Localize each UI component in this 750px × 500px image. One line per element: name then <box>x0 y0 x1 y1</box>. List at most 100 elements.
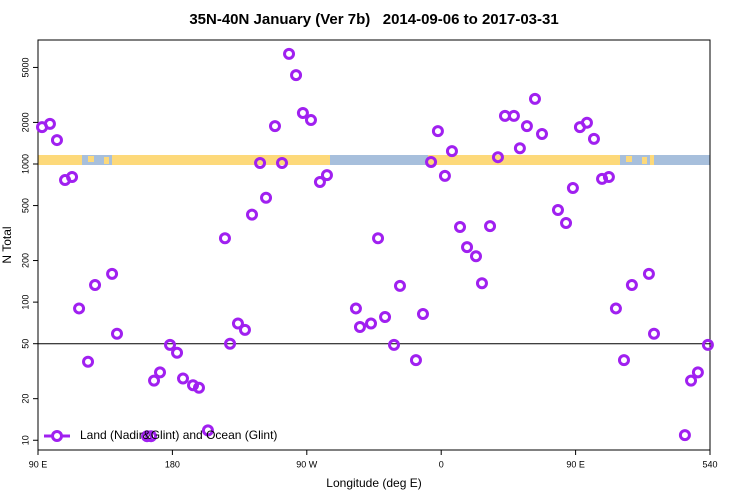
x-tick-label: 540 <box>702 459 717 469</box>
y-tick-label: 1000 <box>20 154 30 174</box>
point <box>110 327 123 340</box>
point <box>141 430 154 443</box>
point <box>372 232 385 245</box>
point <box>566 182 579 195</box>
point <box>536 127 548 140</box>
point <box>648 327 660 340</box>
y-tick-label: 50 <box>20 339 30 349</box>
land-band <box>642 157 647 164</box>
point <box>491 151 504 164</box>
point <box>409 354 422 367</box>
point <box>66 171 79 184</box>
ocean-band <box>38 155 710 165</box>
legend-swatch <box>51 430 63 442</box>
point <box>560 216 573 229</box>
point <box>520 120 533 133</box>
point <box>365 317 378 330</box>
point <box>469 250 482 263</box>
point <box>254 157 267 170</box>
point <box>218 232 231 245</box>
point <box>290 69 303 82</box>
land-band <box>112 155 330 165</box>
point <box>445 145 458 158</box>
point <box>596 172 609 185</box>
y-tick-label: 2000 <box>20 112 30 132</box>
point <box>580 116 593 129</box>
point <box>416 308 429 321</box>
x-tick-label: 0 <box>439 459 444 469</box>
point <box>238 323 251 336</box>
x-axis-label: Longitude (deg E) <box>326 476 421 490</box>
land-band <box>626 156 632 162</box>
point <box>454 220 467 233</box>
point <box>224 337 237 350</box>
point <box>388 338 401 351</box>
point <box>201 424 214 437</box>
point <box>276 157 289 170</box>
point <box>245 208 258 221</box>
land-band <box>38 155 82 165</box>
point <box>296 106 309 119</box>
point <box>425 156 438 169</box>
point <box>528 92 541 105</box>
plot-frame <box>37 39 711 451</box>
point <box>678 429 691 442</box>
point <box>177 372 190 385</box>
point <box>625 279 638 292</box>
point <box>507 109 520 122</box>
point <box>154 366 167 379</box>
y-tick-label: 500 <box>20 198 30 213</box>
point <box>50 134 63 147</box>
point <box>89 279 102 292</box>
point <box>313 176 326 189</box>
point <box>609 302 622 315</box>
point <box>73 302 86 315</box>
point <box>685 374 698 387</box>
land-band <box>428 155 620 165</box>
y-tick-label: 100 <box>20 295 30 310</box>
point <box>268 120 281 133</box>
point <box>701 338 714 351</box>
point <box>353 321 366 334</box>
point <box>642 267 655 280</box>
point <box>164 338 177 351</box>
point <box>304 114 317 127</box>
point <box>43 117 56 130</box>
point <box>192 381 205 394</box>
x-tick-label: 90 E <box>566 459 585 469</box>
y-tick-label: 10 <box>20 435 30 445</box>
point <box>551 204 564 217</box>
point <box>106 267 119 280</box>
point <box>484 220 497 233</box>
point <box>349 302 362 315</box>
point <box>617 354 630 367</box>
point <box>587 132 600 145</box>
x-tick-label: 90 E <box>29 459 48 469</box>
chart-title: 35N-40N January (Ver 7b) 2014-09-06 to 2… <box>189 11 558 28</box>
point <box>145 430 158 443</box>
point <box>260 191 273 204</box>
point <box>393 279 406 292</box>
land-band <box>104 157 109 164</box>
point <box>475 277 488 290</box>
land-ocean-band <box>38 155 710 165</box>
y-tick-label: 5000 <box>20 57 30 77</box>
legend-label: Land (Nadir&Glint) and Ocean (Glint) <box>80 428 277 442</box>
x-tick-label: 90 W <box>296 459 318 469</box>
y-tick-label: 20 <box>20 394 30 404</box>
point <box>602 171 615 184</box>
point <box>231 317 244 330</box>
y-tick-label: 200 <box>20 253 30 268</box>
point <box>148 374 161 387</box>
y-axis-label: N Total <box>0 226 14 263</box>
point <box>283 47 296 60</box>
point <box>431 125 444 138</box>
x-tick-label: 180 <box>165 459 180 469</box>
point <box>379 311 392 324</box>
point <box>171 346 184 359</box>
point <box>513 142 526 155</box>
point <box>438 169 451 182</box>
point <box>461 241 474 254</box>
